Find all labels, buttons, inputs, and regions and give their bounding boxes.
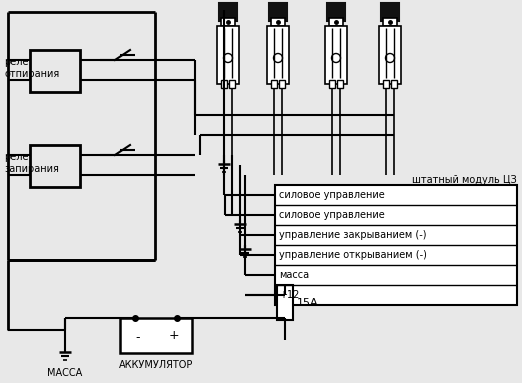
Bar — [329, 18, 343, 26]
Bar — [229, 80, 235, 88]
Bar — [325, 26, 347, 84]
Bar — [279, 80, 285, 88]
Text: запирания: запирания — [4, 164, 59, 174]
Bar — [221, 18, 235, 26]
Text: штатный модуль ЦЗ: штатный модуль ЦЗ — [412, 175, 517, 185]
Text: управление закрыванием (-): управление закрыванием (-) — [279, 230, 426, 240]
Bar — [30, 145, 80, 187]
Text: -: - — [136, 331, 140, 344]
Text: МАССА: МАССА — [48, 368, 82, 378]
Text: 15А: 15А — [297, 298, 318, 308]
Bar — [217, 26, 239, 84]
Bar — [269, 3, 287, 21]
Bar — [391, 80, 397, 88]
Text: +12: +12 — [279, 290, 300, 300]
Bar — [120, 318, 192, 353]
Text: АККУМУЛЯТОР: АККУМУЛЯТОР — [119, 360, 193, 370]
Text: реле: реле — [4, 57, 29, 67]
Bar — [275, 185, 517, 305]
Bar — [383, 18, 397, 26]
Bar — [271, 18, 285, 26]
Bar — [379, 26, 401, 84]
Bar — [267, 26, 289, 84]
Bar — [381, 3, 399, 21]
Text: реле: реле — [4, 152, 29, 162]
Text: силовое управление: силовое управление — [279, 210, 385, 220]
Bar — [277, 285, 293, 320]
Text: силовое управление: силовое управление — [279, 190, 385, 200]
Bar — [337, 80, 343, 88]
Text: управление открыванием (-): управление открыванием (-) — [279, 250, 427, 260]
Bar — [30, 50, 80, 92]
Bar — [221, 80, 227, 88]
Bar — [329, 80, 335, 88]
Text: масса: масса — [279, 270, 309, 280]
Bar — [383, 80, 389, 88]
Bar — [327, 3, 345, 21]
Text: отпирания: отпирания — [4, 69, 60, 79]
Bar — [271, 80, 277, 88]
Bar — [219, 3, 237, 21]
Text: +: + — [169, 329, 180, 342]
